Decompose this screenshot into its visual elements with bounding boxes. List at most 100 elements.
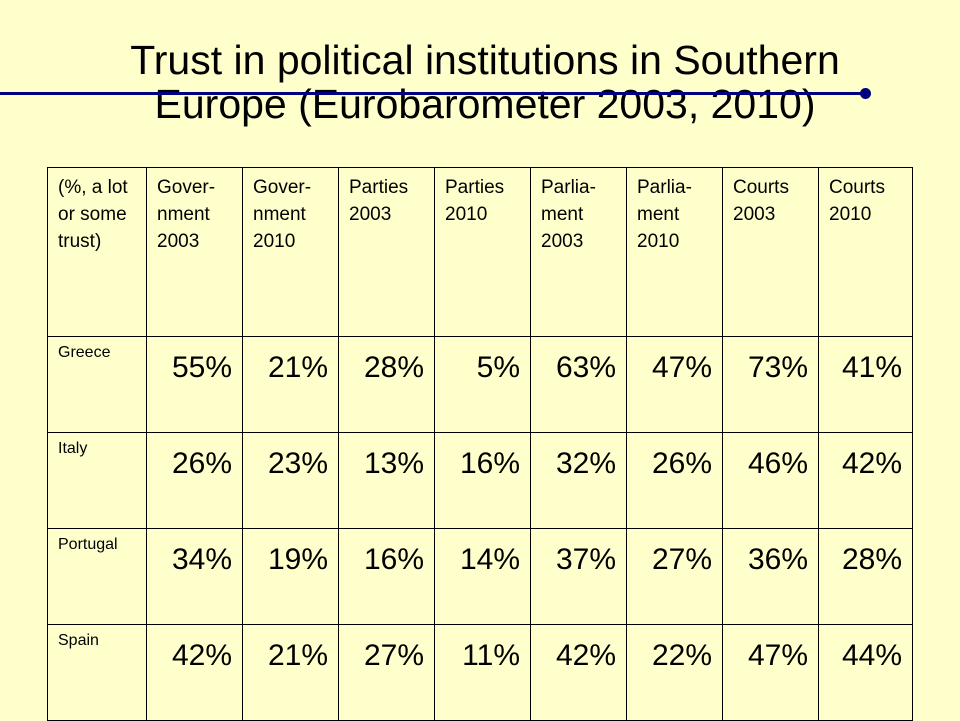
trust-table: (%, a lot or some trust) Gover- nment 20… (47, 167, 913, 721)
value-cell: 21% (242, 336, 339, 433)
value-cell: 27% (338, 624, 435, 721)
title-underline-dot (860, 88, 871, 99)
column-header-label: Courts 2010 (829, 177, 885, 225)
column-header-label: Gover- nment 2010 (253, 177, 312, 252)
trust-value: 42% (555, 639, 616, 672)
trust-value: 42% (171, 639, 232, 672)
column-header-cell: Courts 2003 (722, 167, 819, 337)
value-cell: 14% (434, 528, 531, 625)
column-header-cell: Parties 2003 (338, 167, 435, 337)
table-row-spain: Spain 42% 21% 27% 11% 42% 22% 47% 44% (47, 624, 913, 721)
value-cell: 42% (146, 624, 243, 721)
trust-value: 26% (651, 447, 712, 480)
trust-value: 28% (363, 351, 424, 384)
value-cell: 27% (626, 528, 723, 625)
country-label: Spain (58, 632, 99, 649)
trust-value: 26% (171, 447, 232, 480)
slide-title-line-1: Trust in political institutions in South… (130, 37, 840, 83)
value-cell: 5% (434, 336, 531, 433)
value-cell: 47% (626, 336, 723, 433)
country-label: Greece (58, 344, 111, 361)
value-cell: 28% (818, 528, 913, 625)
trust-value: 41% (841, 351, 902, 384)
trust-value: 42% (841, 447, 902, 480)
trust-value: 16% (363, 543, 424, 576)
column-header-label: Parties 2003 (349, 177, 409, 225)
value-cell: 47% (722, 624, 819, 721)
country-label: Italy (58, 440, 88, 457)
trust-value: 37% (555, 543, 616, 576)
value-cell: 23% (242, 432, 339, 529)
column-header-cell: Gover- nment 2003 (146, 167, 243, 337)
value-cell: 16% (338, 528, 435, 625)
row-header-cell: Italy (47, 432, 147, 529)
trust-value: 44% (841, 639, 902, 672)
value-cell: 13% (338, 432, 435, 529)
slide-title: Trust in political institutions in South… (40, 38, 930, 126)
trust-value: 47% (747, 639, 808, 672)
value-cell: 34% (146, 528, 243, 625)
value-cell: 46% (722, 432, 819, 529)
trust-value: 14% (459, 543, 520, 576)
column-header-label: Parlia- ment 2003 (541, 177, 596, 252)
slide-title-line-2: Europe (Eurobarometer 2003, 2010) (154, 81, 816, 127)
trust-value: 21% (267, 351, 328, 384)
column-header-label: Parties 2010 (445, 177, 505, 225)
column-header-cell: Parlia- ment 2010 (626, 167, 723, 337)
table-row-italy: Italy 26% 23% 13% 16% 32% 26% 46% 42% (47, 432, 913, 529)
trust-value: 55% (171, 351, 232, 384)
table-row-greece: Greece 55% 21% 28% 5% 63% 47% 73% 41% (47, 336, 913, 433)
value-cell: 32% (530, 432, 627, 529)
trust-value: 22% (651, 639, 712, 672)
value-cell: 11% (434, 624, 531, 721)
trust-value: 63% (555, 351, 616, 384)
value-cell: 36% (722, 528, 819, 625)
corner-header-cell: (%, a lot or some trust) (47, 167, 147, 337)
value-cell: 55% (146, 336, 243, 433)
value-cell: 22% (626, 624, 723, 721)
trust-value: 34% (171, 543, 232, 576)
value-cell: 63% (530, 336, 627, 433)
column-header-label: Gover- nment 2003 (157, 177, 216, 252)
value-cell: 73% (722, 336, 819, 433)
value-cell: 44% (818, 624, 913, 721)
table-row-portugal: Portugal 34% 19% 16% 14% 37% 27% 36% 28% (47, 528, 913, 625)
trust-value: 27% (651, 543, 712, 576)
value-cell: 42% (530, 624, 627, 721)
trust-value: 23% (267, 447, 328, 480)
value-cell: 26% (146, 432, 243, 529)
trust-value: 21% (267, 639, 328, 672)
trust-value: 11% (462, 639, 520, 672)
trust-value: 46% (747, 447, 808, 480)
trust-value: 5% (476, 351, 520, 384)
trust-value: 16% (459, 447, 520, 480)
column-header-cell: Parties 2010 (434, 167, 531, 337)
country-label: Portugal (58, 536, 118, 553)
trust-value: 36% (747, 543, 808, 576)
trust-value: 73% (747, 351, 808, 384)
value-cell: 42% (818, 432, 913, 529)
trust-value: 19% (267, 543, 328, 576)
column-header-cell: Gover- nment 2010 (242, 167, 339, 337)
column-header-cell: Courts 2010 (818, 167, 913, 337)
value-cell: 19% (242, 528, 339, 625)
trust-value: 27% (363, 639, 424, 672)
value-cell: 37% (530, 528, 627, 625)
trust-value: 28% (841, 543, 902, 576)
trust-value: 13% (363, 447, 424, 480)
value-cell: 16% (434, 432, 531, 529)
value-cell: 41% (818, 336, 913, 433)
row-header-cell: Greece (47, 336, 147, 433)
value-cell: 26% (626, 432, 723, 529)
row-header-cell: Portugal (47, 528, 147, 625)
table-header-row: (%, a lot or some trust) Gover- nment 20… (47, 167, 913, 337)
trust-value: 32% (555, 447, 616, 480)
row-header-cell: Spain (47, 624, 147, 721)
value-cell: 21% (242, 624, 339, 721)
corner-header-label: (%, a lot or some trust) (58, 177, 128, 252)
value-cell: 28% (338, 336, 435, 433)
trust-value: 47% (651, 351, 712, 384)
title-underline (0, 92, 866, 95)
column-header-cell: Parlia- ment 2003 (530, 167, 627, 337)
column-header-label: Courts 2003 (733, 177, 789, 225)
